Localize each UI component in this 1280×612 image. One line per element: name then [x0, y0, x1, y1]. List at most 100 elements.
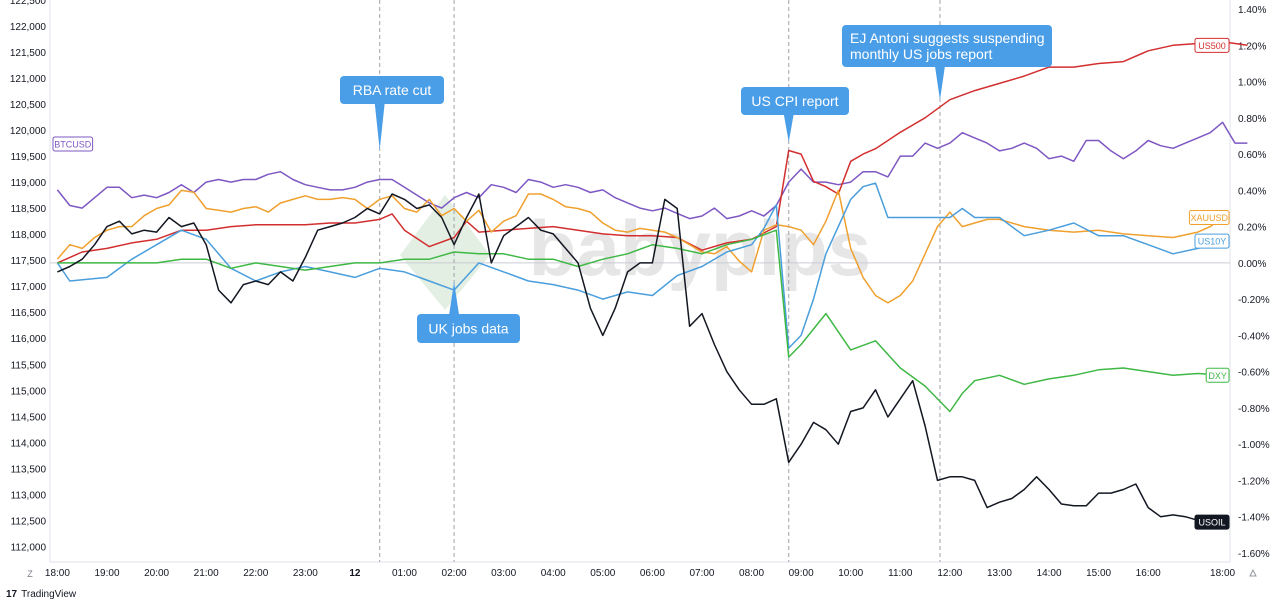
x-axis-tick: 18:00 [45, 568, 70, 579]
event-callout: US CPI report [741, 87, 849, 142]
callout-pointer [449, 282, 460, 315]
x-axis-tick: 13:00 [987, 568, 1012, 579]
left-axis-tick: 121,000 [10, 74, 47, 85]
right-axis-tick: 0.60% [1238, 150, 1266, 161]
right-axis-tick: 0.40% [1238, 186, 1266, 197]
footer-brand[interactable]: 17 TradingView [6, 589, 76, 600]
right-axis-tick: -0.60% [1238, 368, 1270, 379]
x-axis-tick: 22:00 [243, 568, 268, 579]
left-axis-tick: 115,000 [11, 386, 47, 397]
left-axis-tick: 122,000 [10, 22, 47, 33]
callout-pointer [934, 66, 945, 100]
event-callout: RBA rate cut [340, 76, 444, 150]
x-axis-tick: 08:00 [739, 568, 764, 579]
series-label-text: US500 [1198, 41, 1226, 51]
left-axis-tick: 119,500 [11, 152, 47, 163]
series-label-btcusd: BTCUSD [52, 136, 94, 152]
series-label-text: USOIL [1198, 518, 1225, 528]
right-axis-tick: 1.20% [1238, 41, 1266, 52]
left-axis-tick: 120,500 [10, 100, 47, 111]
left-axis-tick: 118,000 [11, 230, 47, 241]
left-axis-tick: 114,500 [11, 412, 47, 423]
series-label-box [1188, 210, 1230, 226]
x-axis-tick: 05:00 [590, 568, 615, 579]
x-axis-tick: 02:00 [442, 568, 467, 579]
x-axis-tick: 12 [349, 568, 361, 579]
series-label-usoil: USOIL [1194, 514, 1230, 530]
callout-pointer [374, 103, 385, 150]
x-axis-tick: 19:00 [95, 568, 120, 579]
series-line-dxy [57, 229, 1223, 413]
left-axis-tick: 113,500 [11, 464, 47, 475]
tradingview-label: TradingView [21, 589, 77, 600]
x-axis-tick: 14:00 [1037, 568, 1062, 579]
x-axis-tick: 12:00 [937, 568, 962, 579]
right-axis-tick: -0.80% [1238, 404, 1270, 415]
left-axis-tick: 118,500 [11, 204, 47, 215]
x-axis-tick: 10:00 [838, 568, 863, 579]
series-line-usoil [57, 193, 1223, 527]
right-axis-tick: 0.20% [1238, 223, 1266, 234]
left-axis-tick: 121,500 [10, 48, 47, 59]
right-axis-tick: 0.80% [1238, 114, 1266, 125]
x-axis-tick: 16:00 [1136, 568, 1161, 579]
callout-pointer [783, 114, 794, 142]
watermark-logo-icon [400, 195, 490, 310]
watermark-text: babypips [529, 204, 871, 292]
left-axis-tick: 115,500 [11, 360, 47, 371]
x-axis-tick: 11:00 [888, 568, 913, 579]
x-axis-tick: 15:00 [1086, 568, 1111, 579]
callout-box [417, 314, 520, 343]
series-label-dxy: DXY [1205, 367, 1230, 383]
series-label-box [1194, 514, 1230, 530]
callout-box [741, 87, 849, 115]
callout-text: EJ Antoni suggests suspending [850, 30, 1045, 46]
series-label-box [1194, 37, 1230, 53]
left-axis-tick: 116,500 [11, 308, 47, 319]
left-axis-tick: 120,000 [10, 126, 47, 137]
left-axis-tick: 112,500 [11, 516, 47, 527]
x-axis-tick: 04:00 [541, 568, 566, 579]
timezone-corner-label[interactable]: Z [27, 569, 33, 579]
x-axis-tick: 20:00 [144, 568, 169, 579]
right-axis-tick: 1.40% [1238, 5, 1266, 16]
series-label-text: BTCUSD [54, 140, 92, 150]
left-axis-tick: 116,000 [11, 334, 47, 345]
callout-text-line2: monthly US jobs report [850, 46, 993, 62]
x-axis-tick: 01:00 [392, 568, 417, 579]
right-axis-tick: 0.00% [1238, 259, 1266, 270]
scale-toggle-icon[interactable] [1249, 568, 1257, 577]
series-label-box [1205, 367, 1230, 383]
right-axis-tick: -1.60% [1238, 549, 1270, 560]
callout-text: US CPI report [751, 93, 838, 109]
left-axis-tick: 114,000 [11, 438, 47, 449]
series-label-text: XAUUSD [1190, 213, 1228, 223]
left-axis-tick: 117,500 [11, 256, 47, 267]
series-label-xauusd: XAUUSD [1188, 210, 1230, 226]
x-axis-tick: 06:00 [640, 568, 665, 579]
left-axis-tick: 122,500 [10, 0, 47, 7]
series-label-us10y: US10Y [1194, 233, 1230, 249]
series-label-text: DXY [1208, 371, 1227, 381]
callout-text: UK jobs data [428, 321, 508, 337]
right-axis-tick: -1.00% [1238, 440, 1270, 451]
left-axis-tick: 112,000 [11, 542, 47, 553]
x-axis-tick: 21:00 [194, 568, 219, 579]
left-axis-tick: 117,000 [11, 282, 47, 293]
series-line-btcusd [56, 121, 1248, 220]
right-axis-tick: -0.20% [1238, 295, 1270, 306]
callout-box [340, 76, 444, 104]
series-label-text: US10Y [1198, 237, 1227, 247]
tradingview-logo-icon: 17 [6, 589, 18, 600]
series-label-box [1194, 233, 1230, 249]
x-axis-tick: 23:00 [293, 568, 318, 579]
left-axis-tick: 113,000 [11, 490, 47, 501]
right-axis-tick: -1.40% [1238, 513, 1270, 524]
series-label-box [52, 136, 94, 152]
x-axis-tick: 03:00 [491, 568, 516, 579]
right-axis-tick: 1.00% [1238, 78, 1266, 89]
event-callout: UK jobs data [417, 282, 520, 343]
